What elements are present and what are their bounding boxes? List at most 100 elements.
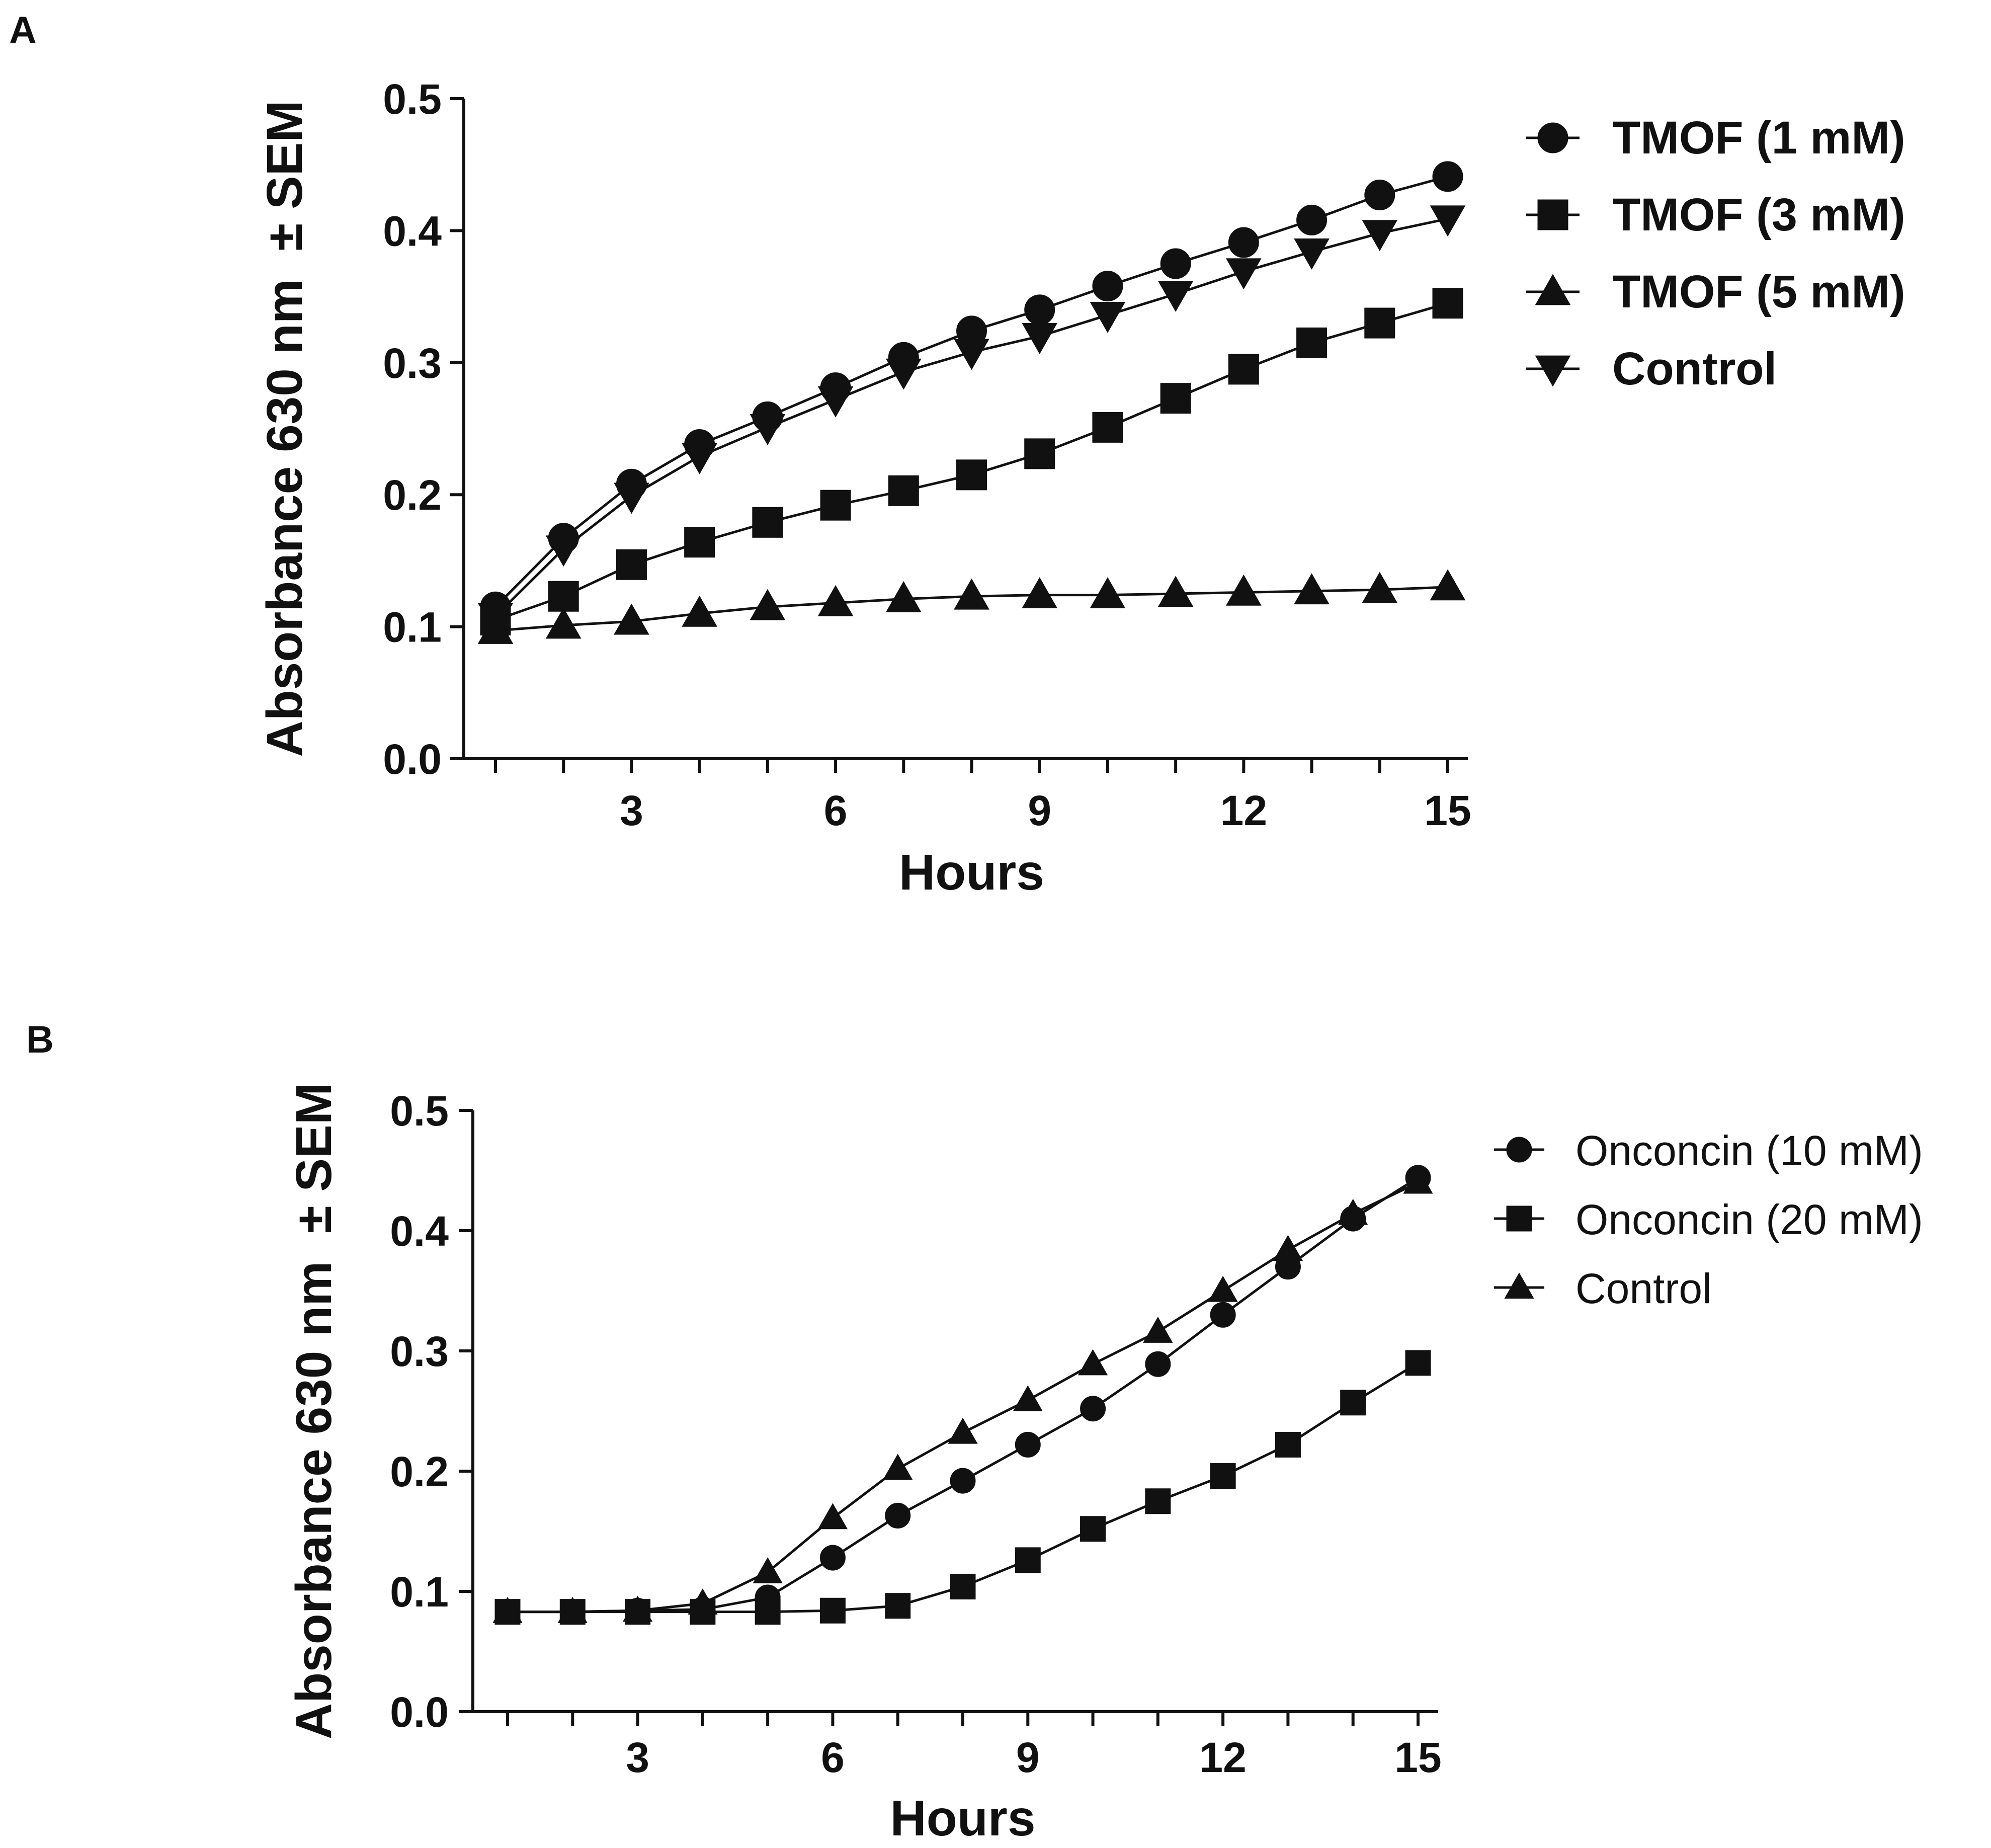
- panel-a-x-tick-label: 15: [1424, 787, 1471, 834]
- panel-a-series-tmof-3-mm: [480, 288, 1463, 635]
- panel-a-series-tmof-5-mm-point: [1294, 573, 1330, 605]
- panel-a-series-tmof-5-mm-point: [750, 589, 786, 620]
- panel-b-x-tick-label: 15: [1394, 1734, 1441, 1781]
- panel-a-series-tmof-5-mm-point: [682, 595, 718, 627]
- panel-a-y-tick-label: 0.3: [383, 340, 442, 387]
- panel-a-legend-item: Control: [1526, 343, 1777, 394]
- panel-b-legend-item: Control: [1494, 1265, 1712, 1312]
- panel-b-series-control-point: [883, 1454, 913, 1480]
- panel-b-series-onconcin-10-mm-point: [1210, 1302, 1236, 1328]
- panel-b-legend-item: Onconcin (10 mM): [1494, 1127, 1923, 1174]
- panel-a-series-control-point: [1022, 323, 1058, 354]
- panel-a-series-tmof-5-mm-point: [1022, 577, 1058, 608]
- panel-a-series-control-point: [1225, 258, 1262, 290]
- panel-b-x-tick-label: 12: [1199, 1734, 1246, 1781]
- panel-a-x-tick-label: 9: [1028, 787, 1051, 834]
- panel-a-series-tmof-3-mm-point: [1296, 327, 1328, 358]
- panel-a-series-tmof-1-mm-point: [1296, 204, 1328, 235]
- panel-b-series-onconcin-20-mm-point: [819, 1597, 846, 1624]
- panel-b-y-tick-label: 0.2: [390, 1448, 449, 1495]
- panel-b-legend-marker: [1504, 1272, 1534, 1299]
- panel-b-x-tick-label: 3: [626, 1734, 649, 1781]
- panel-b-y-tick-label: 0.0: [390, 1689, 449, 1736]
- panel-b-series-onconcin-10-mm-point: [1080, 1396, 1106, 1422]
- panel-a-legend-marker: [1535, 274, 1571, 305]
- panel-a-chart: A 0.0 0.1 0.2 0.3 0.4 0.5 3 6 9 12 15 Hours Absorban…: [9, 9, 1905, 901]
- panel-a-series-tmof-3-mm-point: [1024, 438, 1055, 469]
- panel-a-series-tmof-5-mm-point: [885, 581, 922, 612]
- panel-b-legend-label: Onconcin (10 mM): [1575, 1127, 1923, 1174]
- panel-a-y-tick-label: 0.1: [383, 604, 442, 651]
- panel-a-series: [477, 161, 1466, 644]
- panel-a-x-tick-label: 12: [1220, 787, 1267, 834]
- panel-a-legend-item: TMOF (3 mM): [1526, 189, 1905, 240]
- panel-b-axes: 0.0 0.1 0.2 0.3 0.4 0.5 3 6 9 12 15 Hours Absorbance…: [286, 1083, 1442, 1846]
- panel-a-y-tick-label: 0.5: [383, 75, 442, 123]
- panel-a-series-tmof-1-mm-point: [1364, 180, 1395, 211]
- panel-a-series-control-point: [545, 535, 582, 567]
- panel-a-series-tmof-3-mm-point: [616, 549, 647, 580]
- panel-a-series-control-point: [1430, 205, 1466, 237]
- panel-b-label: B: [26, 1018, 54, 1061]
- panel-a-y-tick-label: 0.2: [383, 471, 442, 519]
- panel-b-series-onconcin-20-mm-point: [755, 1599, 781, 1625]
- panel-b-series-onconcin-20-mm-point: [1340, 1390, 1366, 1416]
- panel-b-series-control-point: [1143, 1317, 1173, 1343]
- panel-a-series-tmof-3-mm-point: [684, 527, 715, 558]
- panel-a-legend-label: Control: [1612, 343, 1777, 394]
- panel-a-legend-label: TMOF (1 mM): [1612, 112, 1905, 164]
- panel-a-series-tmof-3-mm-point: [752, 507, 783, 538]
- panel-b-series-onconcin-20-mm-point: [885, 1593, 911, 1619]
- panel-a-series-tmof-5-mm-point: [545, 607, 582, 639]
- panel-a-series-tmof-5-mm-point: [1225, 574, 1262, 606]
- panel-a-series-control-point: [1090, 301, 1126, 333]
- panel-a-series-tmof-5-mm-point: [1157, 576, 1194, 607]
- panel-b-series-onconcin-20-mm-point: [1145, 1488, 1171, 1514]
- panel-a-series-tmof-1-mm-point: [1092, 271, 1123, 302]
- panel-a-series-tmof-5-mm-point: [1430, 569, 1466, 601]
- panel-a-series-tmof-5-mm-point: [954, 578, 989, 610]
- panel-b-series-control-point: [688, 1588, 718, 1615]
- panel-a-y-axis-title: Absorbance 630 nm ± SEM: [257, 100, 313, 757]
- panel-a-series-control-point: [614, 483, 649, 514]
- panel-a-legend-marker: [1537, 122, 1568, 153]
- panel-a-y-tick-label: 0.0: [383, 736, 442, 783]
- panel-a-series-tmof-1-mm-point: [1228, 227, 1259, 258]
- panel-a-x-axis-title: Hours: [899, 844, 1044, 901]
- panel-b-series-onconcin-20-mm-point: [1275, 1431, 1301, 1458]
- panel-b-series-onconcin-20-mm-point: [1405, 1350, 1431, 1376]
- panel-a-series-control: [477, 205, 1466, 634]
- panel-b-legend: Onconcin (10 mM) Onconcin (20 mM) Control: [1494, 1127, 1923, 1312]
- panel-b-series-control-point: [1077, 1349, 1108, 1376]
- panel-b-series: [492, 1165, 1433, 1625]
- panel-b-legend-label: Control: [1575, 1265, 1712, 1312]
- panel-a-axes: 0.0 0.1 0.2 0.3 0.4 0.5 3 6 9 12 15 Hours Absorbance…: [257, 75, 1471, 901]
- panel-b-series-control-point: [1403, 1167, 1433, 1194]
- panel-a-series-tmof-1-mm-point: [1024, 294, 1055, 326]
- panel-a-series-tmof-1-mm-point: [1432, 161, 1463, 192]
- panel-b-series-control-point: [557, 1596, 588, 1623]
- panel-a-legend-marker: [1537, 199, 1568, 230]
- panel-b-y-tick-label: 0.3: [390, 1328, 449, 1375]
- panel-a-legend-marker: [1535, 355, 1571, 387]
- panel-a-series-control-point: [750, 414, 786, 445]
- panel-b-series-onconcin-10-mm-point: [885, 1502, 911, 1529]
- panel-b-y-axis-title: Absorbance 630 nm ± SEM: [286, 1083, 342, 1739]
- panel-a-series-tmof-3-mm-point: [548, 581, 579, 612]
- panel-a-series-tmof-3-mm-point: [820, 490, 851, 521]
- panel-b-y-tick-label: 0.1: [390, 1568, 449, 1616]
- panel-b-series-control-point: [1013, 1385, 1043, 1412]
- panel-a-series-tmof-5-mm-point: [1362, 572, 1398, 603]
- panel-b-y-tick-label: 0.5: [390, 1087, 449, 1135]
- panel-b-x-axis-title: Hours: [890, 1790, 1036, 1846]
- panel-b-series-onconcin-20-mm-point: [1015, 1547, 1041, 1573]
- panel-a-series-control-point: [477, 603, 514, 634]
- panel-b-legend-label: Onconcin (20 mM): [1575, 1196, 1923, 1243]
- panel-b-legend-item: Onconcin (20 mM): [1494, 1196, 1923, 1243]
- panel-a-series-tmof-5-mm-point: [1090, 577, 1126, 608]
- panel-a-series-control-point: [682, 443, 718, 474]
- panel-a-series-control-point: [1362, 220, 1398, 252]
- panel-b-series-onconcin-10-mm-point: [1145, 1351, 1171, 1377]
- panel-b-series-onconcin-10-mm-point: [950, 1468, 976, 1494]
- panel-b-chart: B 0.0 0.1 0.2 0.3 0.4 0.5 3 6 9 12 15 Hours Absorban…: [26, 1018, 1923, 1846]
